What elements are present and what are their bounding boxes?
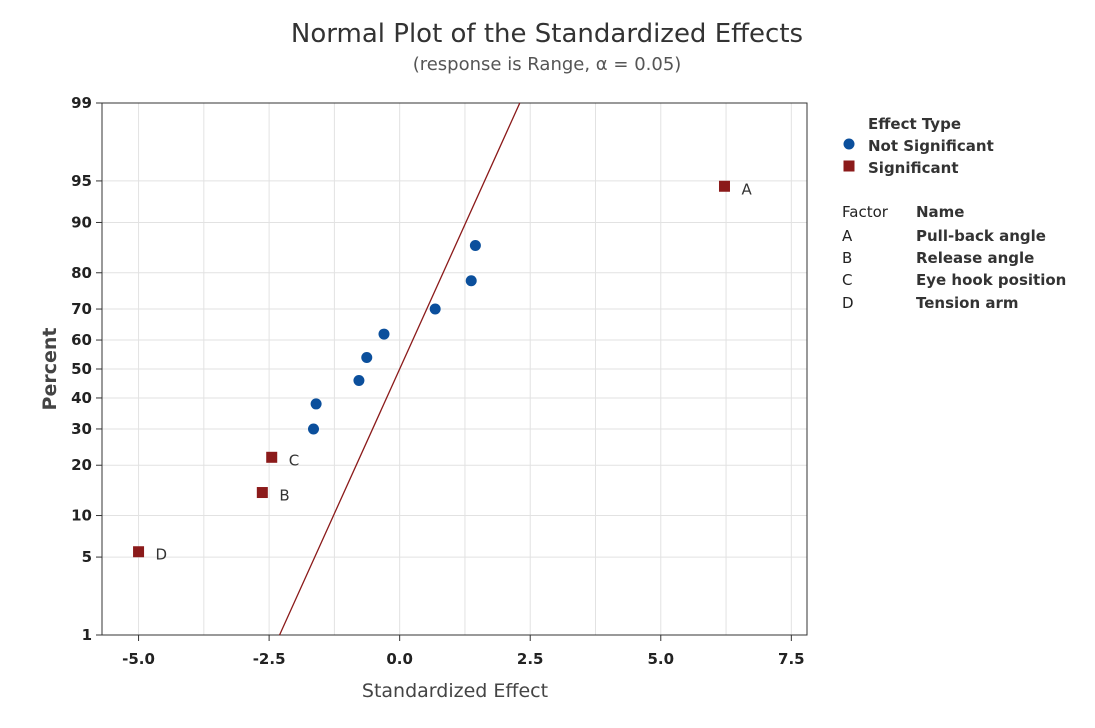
factor-table-code: A [842, 227, 853, 245]
factor-table-code: B [842, 249, 852, 267]
point-label: B [279, 487, 289, 505]
fit-line [278, 102, 521, 636]
fit-line-layer [278, 102, 521, 636]
factor-table-name: Pull-back angle [916, 227, 1046, 245]
legend: Effect Type Not Significant Significant [843, 115, 994, 177]
point-not-significant [361, 352, 373, 364]
point-not-significant [308, 423, 319, 435]
y-tick-label: 80 [71, 264, 92, 282]
x-tick-label: 7.5 [778, 650, 805, 668]
y-tick-label: 1 [82, 626, 92, 644]
legend-title: Effect Type [868, 115, 961, 133]
x-tick-label: 0.0 [386, 650, 413, 668]
point-significant [718, 180, 730, 192]
point-not-significant [353, 374, 365, 386]
axis-ticks: -5.0 -2.5 0.0 2.5 5.0 7.5 1 5 10 20 30 40 50 60 70 80 90… [71, 94, 804, 668]
legend-marker-significant [843, 160, 855, 172]
y-tick-label: 95 [71, 172, 92, 190]
factor-table-header-name: Name [916, 203, 964, 221]
point-not-significant [469, 239, 481, 251]
y-tick-label: 70 [71, 300, 92, 318]
factor-table-name: Tension arm [916, 294, 1019, 312]
y-tick-label: 5 [82, 548, 92, 566]
factor-table-name: Eye hook position [916, 271, 1066, 289]
x-tick-label: 5.0 [647, 650, 674, 668]
point-not-significant [310, 398, 322, 410]
y-tick-label: 20 [71, 456, 92, 474]
y-tick-label: 50 [71, 360, 92, 378]
legend-marker-not-significant [843, 138, 855, 150]
factor-table-code: C [842, 271, 852, 289]
x-tick-label: -2.5 [253, 650, 286, 668]
legend-entry-not-significant: Not Significant [868, 137, 994, 155]
x-tick-label: -5.0 [122, 650, 155, 668]
chart-title: Normal Plot of the Standardized Effects [291, 19, 803, 49]
point-significant [133, 546, 145, 558]
point-label: A [741, 180, 752, 198]
point-significant [266, 451, 278, 463]
point-label: D [156, 546, 168, 564]
point-not-significant [465, 275, 477, 287]
y-tick-label: 10 [71, 507, 92, 525]
y-tick-label: 40 [71, 389, 92, 407]
factor-table-header-factor: Factor [842, 203, 889, 221]
y-tick-label: 30 [71, 420, 92, 438]
factor-table-code: D [842, 294, 854, 312]
legend-entry-significant: Significant [868, 159, 958, 177]
x-axis-label: Standardized Effect [362, 680, 548, 702]
y-axis-label: Percent [39, 328, 61, 411]
y-tick-label: 90 [71, 213, 92, 231]
point-not-significant [378, 328, 390, 340]
factor-table: Factor Name A Pull-back angle B Release … [842, 203, 1066, 312]
y-tick-label: 60 [71, 331, 92, 349]
point-significant [256, 487, 268, 499]
data-points: D BC A [133, 180, 752, 564]
point-not-significant [429, 303, 441, 315]
gridlines [102, 102, 807, 636]
y-tick-label: 99 [71, 94, 92, 112]
x-tick-label: 2.5 [517, 650, 544, 668]
factor-table-name: Release angle [916, 249, 1034, 267]
chart-subtitle: (response is Range, α = 0.05) [413, 54, 682, 75]
point-label: C [289, 451, 299, 469]
